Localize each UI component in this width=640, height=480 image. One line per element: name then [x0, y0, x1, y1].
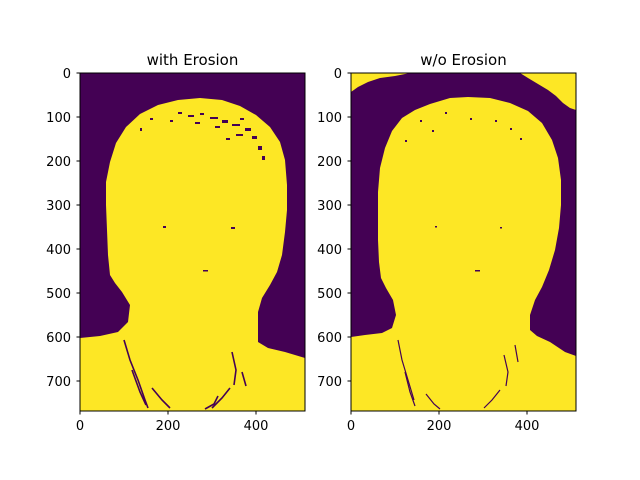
mouth-dot — [475, 270, 480, 272]
panel-with-erosion: with Erosion — [46, 51, 306, 434]
x-tick-label: 200 — [156, 419, 181, 434]
hair-speckle — [405, 112, 522, 142]
eye-dot — [231, 227, 235, 229]
axes-frame — [350, 72, 577, 412]
y-tick-label: 300 — [317, 199, 342, 214]
x-tick-label: 200 — [427, 419, 452, 434]
panel-without-erosion: w/o Erosion — [317, 51, 577, 434]
eye-dot — [163, 226, 166, 228]
y-tick-label: 600 — [46, 331, 71, 346]
clothing-lines — [123, 339, 247, 410]
y-tick-label: 200 — [46, 155, 71, 170]
eye-dot — [500, 227, 502, 229]
mask-silhouette — [80, 98, 305, 411]
y-tick-label: 500 — [46, 287, 71, 302]
y-tick-label: 300 — [46, 199, 71, 214]
x-tick-label: 0 — [347, 419, 355, 434]
axes-frame — [79, 72, 306, 412]
y-tick-label: 700 — [46, 375, 71, 390]
mask-silhouette — [351, 97, 576, 411]
y-tick-label: 700 — [317, 375, 342, 390]
x-tick-label: 0 — [76, 419, 84, 434]
mouth-dot — [203, 270, 208, 272]
y-tick-label: 0 — [334, 67, 342, 82]
hair-speckle — [140, 112, 265, 160]
mask-image — [351, 73, 576, 411]
y-tick-label: 500 — [317, 287, 342, 302]
mask-corner-right — [520, 73, 576, 110]
x-axis: 0 200 400 — [76, 411, 269, 434]
mask-image — [80, 73, 305, 411]
x-axis: 0 200 400 — [347, 411, 540, 434]
y-tick-label: 100 — [46, 111, 71, 126]
x-tick-label: 400 — [244, 419, 269, 434]
panel-title: w/o Erosion — [420, 51, 506, 69]
eye-dot — [435, 226, 437, 228]
y-tick-label: 0 — [63, 67, 71, 82]
mask-corner-left — [351, 73, 410, 92]
y-axis: 0 100 200 300 400 500 600 700 — [46, 67, 80, 390]
clothing-lines — [397, 339, 519, 410]
y-tick-label: 400 — [46, 243, 71, 258]
y-tick-label: 400 — [317, 243, 342, 258]
y-tick-label: 600 — [317, 331, 342, 346]
y-tick-label: 200 — [317, 155, 342, 170]
y-axis: 0 100 200 300 400 500 600 700 — [317, 67, 351, 390]
x-tick-label: 400 — [515, 419, 540, 434]
panel-title: with Erosion — [147, 51, 239, 69]
y-tick-label: 100 — [317, 111, 342, 126]
